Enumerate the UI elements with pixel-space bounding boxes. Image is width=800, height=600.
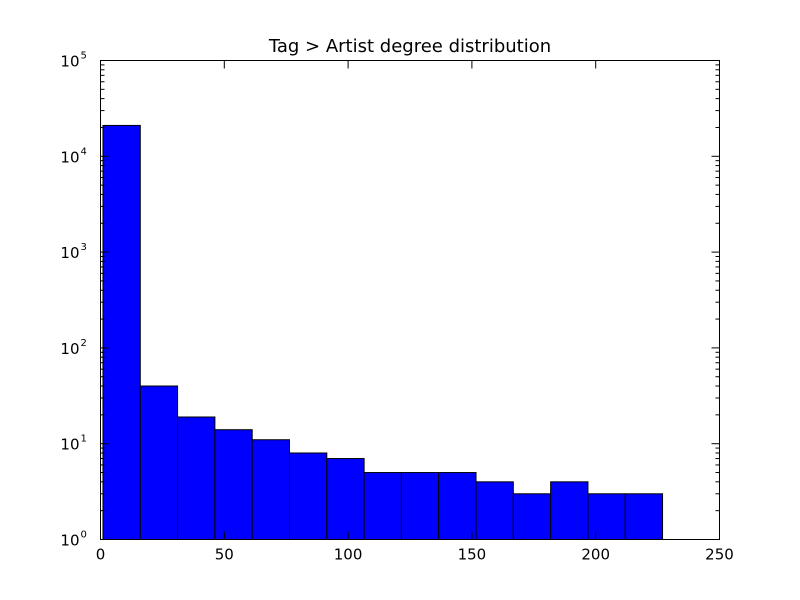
x-tick-label-5: 250 [705,546,734,564]
y-tick-exponent-3: 3 [81,242,87,253]
bar-5 [288,452,328,540]
x-tick-label-2: 100 [334,546,363,564]
bar-14 [624,493,664,540]
y-tick-exponent-5: 5 [81,51,87,62]
y-tick-label-0: 10 [60,532,79,550]
y-tick-label-5: 10 [60,53,79,71]
bar-13 [587,493,626,540]
bar-0 [102,124,141,540]
y-tick-label-2: 10 [60,340,79,358]
x-tick-label-4: 200 [581,546,610,564]
y-tick-exponent-2: 2 [81,338,87,349]
y-tick-label-4: 10 [60,148,79,166]
y-tick-exponent-0: 0 [81,530,87,541]
x-tick-label-0: 0 [96,546,106,564]
bar-10 [475,481,514,541]
chart-title: Tag > Artist degree distribution [268,36,551,57]
y-tick-label-3: 10 [60,244,79,262]
bar-7 [363,472,402,540]
bar-11 [512,493,552,540]
bar-3 [214,429,253,540]
bar-12 [550,481,589,541]
bar-6 [326,458,365,541]
x-tick-label-3: 150 [458,546,487,564]
bar-8 [400,472,440,540]
bar-4 [251,439,290,541]
y-tick-label-1: 10 [60,436,79,454]
y-tick-exponent-4: 4 [81,146,87,157]
bar-1 [139,385,179,540]
y-tick-exponent-1: 1 [81,434,87,445]
plot-frame [100,60,720,540]
minor-ticks-group [100,64,720,512]
bar-2 [177,416,216,540]
bars-group [102,124,664,541]
bar-9 [438,472,477,540]
x-tick-label-1: 50 [215,546,234,564]
